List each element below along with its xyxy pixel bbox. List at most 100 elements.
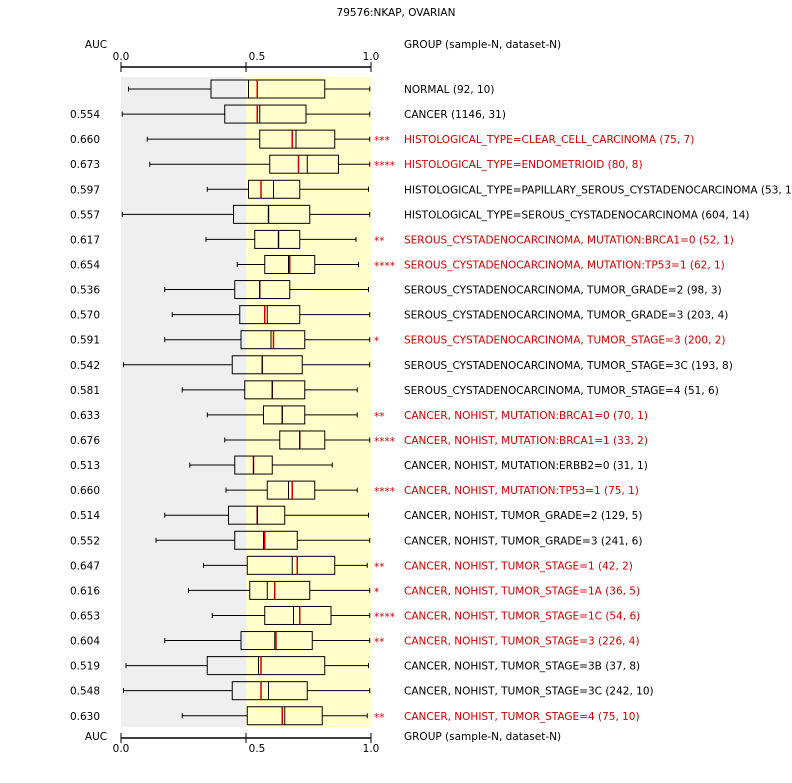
row-6: 0.617 ** SEROUS_CYSTADENOCARCINOMA, MUTATI… bbox=[70, 229, 734, 249]
box bbox=[248, 179, 301, 199]
row-5: 0.557 HISTOLOGICAL_TYPE=SEROUS_CYSTADENOC… bbox=[70, 204, 750, 224]
box bbox=[266, 480, 316, 500]
box bbox=[210, 79, 326, 99]
row-19: 0.647 ** CANCER, NOHIST, TUMOR_STAGE=1 (42… bbox=[70, 555, 633, 575]
auc-value: 0.653 bbox=[70, 610, 100, 622]
box bbox=[264, 605, 332, 625]
x-tick-label-bottom-2: 1.0 bbox=[363, 743, 380, 755]
row-23: 0.519 CANCER, NOHIST, TUMOR_STAGE=3B (37,… bbox=[70, 656, 640, 676]
chart-title: 79576:NKAP, OVARIAN bbox=[337, 7, 456, 19]
auc-value: 0.660 bbox=[70, 485, 100, 497]
auc-value: 0.519 bbox=[70, 661, 100, 673]
significance-stars: **** bbox=[374, 486, 395, 498]
row-10: 0.591 * SEROUS_CYSTADENOCARCINOMA, TUMOR_S… bbox=[70, 330, 725, 350]
box bbox=[231, 681, 308, 701]
group-label: HISTOLOGICAL_TYPE=CLEAR_CELL_CARCINOMA (… bbox=[404, 134, 694, 146]
group-label: SEROUS_CYSTADENOCARCINOMA, MUTATION:BRCA… bbox=[404, 234, 734, 246]
row-7: 0.654 **** SEROUS_CYSTADENOCARCINOMA, MUTA… bbox=[70, 254, 725, 274]
auc-value: 0.542 bbox=[70, 360, 100, 372]
x-axis-top bbox=[120, 62, 372, 72]
x-tick-label-bottom-0: 0.0 bbox=[113, 743, 130, 755]
auc-value: 0.647 bbox=[70, 560, 100, 572]
auc-value: 0.548 bbox=[70, 686, 100, 698]
x-tick-label-top-1: 0.5 bbox=[249, 51, 266, 63]
significance-stars: **** bbox=[374, 260, 395, 272]
row-3: 0.673 **** HISTOLOGICAL_TYPE=ENDOMETRIOID … bbox=[70, 154, 643, 174]
group-label: SEROUS_CYSTADENOCARCINOMA, TUMOR_GRADE=3… bbox=[404, 310, 728, 322]
significance-stars: ** bbox=[374, 637, 385, 649]
auc-value: 0.554 bbox=[70, 109, 100, 121]
group-label: CANCER, NOHIST, TUMOR_STAGE=3B (37, 8) bbox=[404, 661, 640, 673]
row-9: 0.570 SEROUS_CYSTADENOCARCINOMA, TUMOR_GR… bbox=[70, 305, 728, 325]
significance-stars: **** bbox=[374, 160, 395, 172]
row-8: 0.536 SEROUS_CYSTADENOCARCINOMA, TUMOR_GR… bbox=[70, 280, 722, 300]
significance-stars: ** bbox=[374, 235, 385, 247]
box bbox=[246, 555, 336, 575]
group-header-top: GROUP (sample-N, dataset-N) bbox=[404, 39, 561, 51]
significance-stars: **** bbox=[374, 436, 395, 448]
shaded-region-0 bbox=[121, 77, 246, 727]
box bbox=[233, 204, 311, 224]
group-label: CANCER, NOHIST, TUMOR_STAGE=1C (54, 6) bbox=[404, 610, 640, 622]
auc-value: 0.630 bbox=[70, 711, 100, 723]
group-label: CANCER (1146, 31) bbox=[404, 109, 506, 121]
group-label: CANCER, NOHIST, MUTATION:BRCA1=0 (70, 1) bbox=[404, 410, 648, 422]
group-label: SEROUS_CYSTADENOCARCINOMA, TUMOR_STAGE=4… bbox=[404, 385, 719, 397]
significance-stars: ** bbox=[374, 411, 385, 423]
row-22: 0.604 ** CANCER, NOHIST, TUMOR_STAGE=3 (22… bbox=[70, 631, 640, 651]
box bbox=[234, 530, 298, 550]
shaded-region-1 bbox=[246, 77, 371, 727]
row-16: 0.660 **** CANCER, NOHIST, MUTATION:TP53=1… bbox=[70, 480, 639, 500]
significance-stars: ** bbox=[374, 712, 385, 724]
auc-value: 0.591 bbox=[70, 335, 100, 347]
group-label: SEROUS_CYSTADENOCARCINOMA, MUTATION:TP53… bbox=[404, 259, 725, 271]
row-1: 0.554 CANCER (1146, 31) bbox=[70, 104, 506, 124]
row-11: 0.542 SEROUS_CYSTADENOCARCINOMA, TUMOR_ST… bbox=[70, 355, 733, 375]
row-17: 0.514 CANCER, NOHIST, TUMOR_GRADE=2 (129,… bbox=[70, 505, 642, 525]
box bbox=[279, 430, 326, 450]
group-label: CANCER, NOHIST, MUTATION:BRCA1=1 (33, 2) bbox=[404, 435, 648, 447]
group-label: HISTOLOGICAL_TYPE=ENDOMETRIOID (80, 8) bbox=[404, 159, 643, 171]
row-4: 0.597 HISTOLOGICAL_TYPE=PAPILLARY_SEROUS_… bbox=[70, 179, 792, 199]
auc-value: 0.536 bbox=[70, 285, 100, 297]
group-label: SEROUS_CYSTADENOCARCINOMA, TUMOR_STAGE=3… bbox=[404, 335, 725, 347]
box bbox=[206, 656, 326, 676]
group-label: SEROUS_CYSTADENOCARCINOMA, TUMOR_STAGE=3… bbox=[404, 360, 733, 372]
group-label: CANCER, NOHIST, TUMOR_STAGE=1 (42, 2) bbox=[404, 560, 633, 572]
box bbox=[224, 104, 307, 124]
significance-stars: *** bbox=[374, 135, 390, 147]
group-label: CANCER, NOHIST, TUMOR_STAGE=3 (226, 4) bbox=[404, 636, 640, 648]
group-label: HISTOLOGICAL_TYPE=PAPILLARY_SEROUS_CYSTA… bbox=[404, 184, 792, 196]
box bbox=[231, 355, 303, 375]
auc-header-bottom: AUC bbox=[85, 731, 107, 743]
group-label: SEROUS_CYSTADENOCARCINOMA, TUMOR_GRADE=2… bbox=[404, 285, 722, 297]
row-18: 0.552 CANCER, NOHIST, TUMOR_GRADE=3 (241,… bbox=[70, 530, 642, 550]
auc-value: 0.660 bbox=[70, 134, 100, 146]
background-layer bbox=[121, 77, 371, 727]
row-20: 0.616 * CANCER, NOHIST, TUMOR_STAGE=1A (36… bbox=[70, 580, 640, 600]
x-axis-bottom bbox=[120, 733, 372, 743]
row-13: 0.633 ** CANCER, NOHIST, MUTATION:BRCA1=0 … bbox=[70, 405, 648, 425]
auc-value: 0.654 bbox=[70, 259, 100, 271]
group-label: NORMAL (92, 10) bbox=[404, 84, 494, 96]
auc-value: 0.673 bbox=[70, 159, 100, 171]
row-24: 0.548 CANCER, NOHIST, TUMOR_STAGE=3C (242… bbox=[70, 681, 654, 701]
auc-value: 0.514 bbox=[70, 510, 100, 522]
significance-stars: ** bbox=[374, 561, 385, 573]
auc-value: 0.570 bbox=[70, 310, 100, 322]
row-2: 0.660 *** HISTOLOGICAL_TYPE=CLEAR_CELL_CAR… bbox=[70, 129, 694, 149]
row-25: 0.630 ** CANCER, NOHIST, TUMOR_STAGE=4 (75… bbox=[70, 706, 640, 726]
x-tick-label-bottom-1: 0.5 bbox=[249, 743, 266, 755]
auc-value: 0.616 bbox=[70, 585, 100, 597]
box bbox=[263, 405, 306, 425]
significance-stars: * bbox=[374, 586, 379, 598]
row-12: 0.581 SEROUS_CYSTADENOCARCINOMA, TUMOR_ST… bbox=[70, 380, 719, 400]
group-header-bottom: GROUP (sample-N, dataset-N) bbox=[404, 731, 561, 743]
row-15: 0.513 CANCER, NOHIST, MUTATION:ERBB2=0 (3… bbox=[70, 455, 648, 475]
auc-value: 0.557 bbox=[70, 209, 100, 221]
group-label: CANCER, NOHIST, TUMOR_GRADE=3 (241, 6) bbox=[404, 535, 642, 547]
group-label: CANCER, NOHIST, TUMOR_STAGE=3C (242, 10) bbox=[404, 686, 654, 698]
auc-value: 0.633 bbox=[70, 410, 100, 422]
